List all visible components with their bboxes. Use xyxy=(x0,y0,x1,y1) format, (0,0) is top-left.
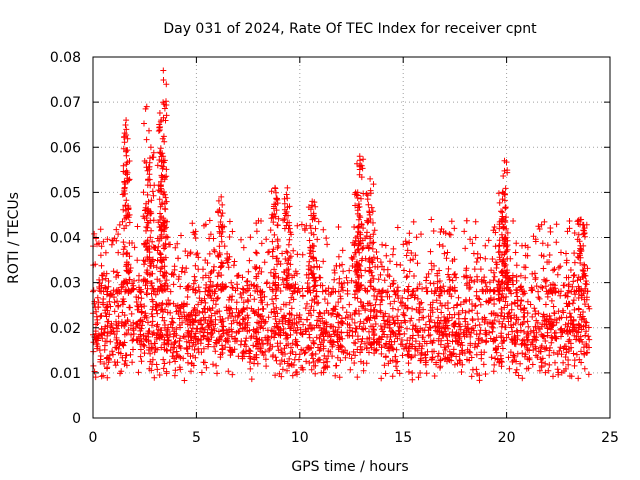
y-tick-label: 0.08 xyxy=(50,50,81,66)
peak-point xyxy=(284,184,291,191)
x-tick-label: 20 xyxy=(498,430,516,446)
x-axis-ticks: 0 5 10 15 20 25 xyxy=(89,57,619,446)
y-tick-label: 0.02 xyxy=(50,321,81,337)
peak-point xyxy=(356,153,363,160)
data-points xyxy=(90,67,593,384)
x-axis-title: GPS time / hours xyxy=(291,459,408,475)
y-tick-label: 0.01 xyxy=(50,366,81,382)
y-tick-label: 0.03 xyxy=(50,276,81,292)
y-tick-label: 0.06 xyxy=(50,140,81,156)
peak-point xyxy=(143,103,150,110)
peak-point xyxy=(158,117,165,124)
peak-point xyxy=(367,175,374,182)
x-tick-label: 5 xyxy=(192,430,201,446)
peak-point xyxy=(160,157,167,164)
x-tick-label: 15 xyxy=(394,430,412,446)
chart-title: Day 031 of 2024, Rate Of TEC Index for r… xyxy=(163,21,537,37)
peak-point xyxy=(160,67,167,74)
peak-point xyxy=(271,184,278,191)
peak-point xyxy=(309,198,316,205)
y-tick-label: 0.07 xyxy=(50,95,81,111)
x-tick-label: 0 xyxy=(89,430,98,446)
peak-point xyxy=(218,193,225,200)
peak-point xyxy=(123,148,130,155)
peak-point xyxy=(499,189,506,196)
y-axis-ticks: 0 0.01 0.02 0.03 0.04 0.05 0.06 0.07 0.08 xyxy=(50,50,610,427)
x-tick-label: 25 xyxy=(601,430,619,446)
peak-point xyxy=(501,157,508,164)
y-tick-label: 0.04 xyxy=(50,231,81,247)
y-axis-title: ROTI / TECUs xyxy=(6,192,22,284)
peak-point xyxy=(123,117,130,124)
y-tick-label: 0 xyxy=(72,411,81,427)
y-tick-label: 0.05 xyxy=(50,185,81,201)
scatter-markers xyxy=(90,77,593,384)
peak-point xyxy=(354,189,361,196)
peak-point xyxy=(578,216,585,223)
x-tick-label: 10 xyxy=(291,430,309,446)
peak-point xyxy=(147,144,154,151)
